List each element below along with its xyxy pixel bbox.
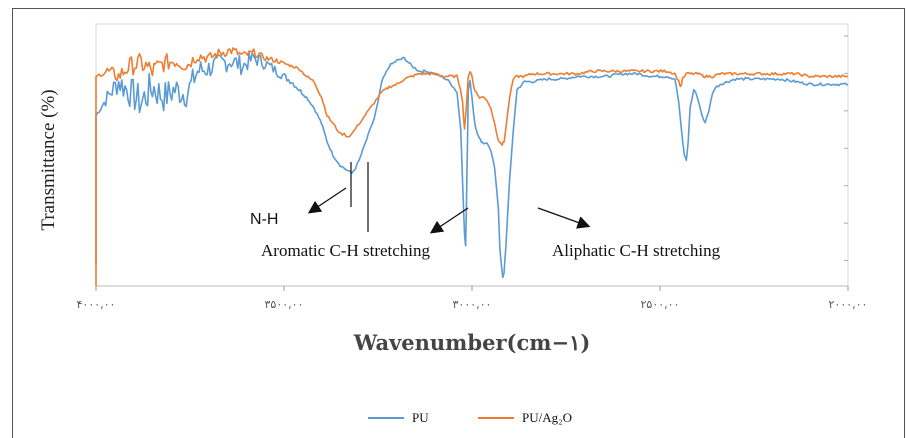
aliphatic-arrow	[537, 207, 591, 229]
right-axis-ticks	[844, 35, 848, 262]
annotation-aliphatic: Aliphatic C-H stretching	[552, 241, 721, 260]
annotation-nh: N-H	[250, 211, 278, 228]
nh-arrow	[307, 187, 347, 214]
chart-frame	[12, 8, 905, 438]
x-tick-label: ۳۵۰۰,۰۰	[265, 298, 304, 311]
annotation-aromatic: Aromatic C-H stretching	[261, 241, 431, 260]
y-axis-label: Transmittance (%)	[38, 89, 59, 230]
legend-label-pu: PU	[412, 410, 429, 425]
x-tick-label: ۴۰۰۰,۰۰	[77, 298, 116, 311]
legend: PU PU/Ag₂O	[368, 410, 572, 425]
x-tick-label: ۲۰۰۰,۰۰	[829, 298, 868, 311]
x-axis-ticks: ۴۰۰۰,۰۰ ۳۵۰۰,۰۰ ۳۰۰۰,۰۰ ۲۵۰۰,۰۰ ۲۰۰۰,۰۰	[77, 286, 868, 311]
series-line-pu-ag2o	[95, 47, 849, 286]
x-tick-label: ۲۵۰۰,۰۰	[641, 298, 680, 311]
x-axis-label: Wavenumber(cm−١)	[353, 330, 591, 355]
series-line-pu	[95, 52, 849, 279]
aromatic-arrow	[429, 207, 469, 234]
x-tick-label: ۳۰۰۰,۰۰	[453, 298, 492, 311]
legend-label-pu-ag2o: PU/Ag₂O	[522, 410, 572, 425]
